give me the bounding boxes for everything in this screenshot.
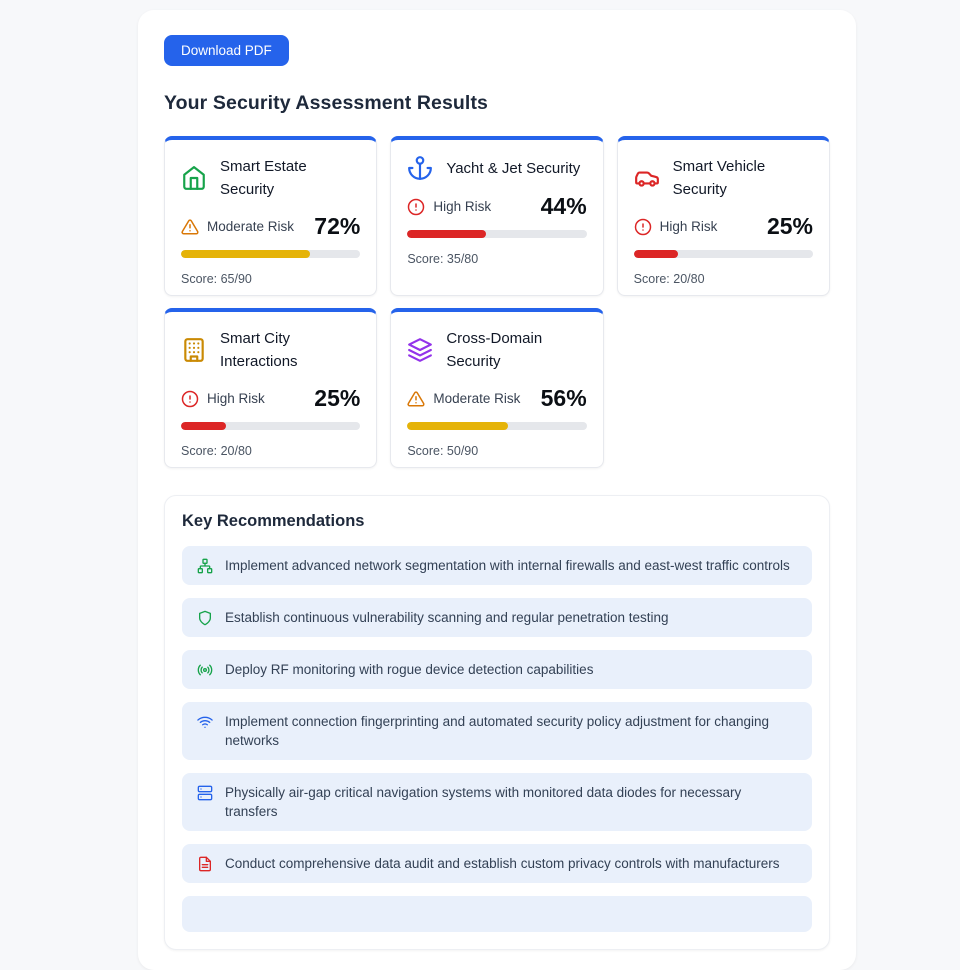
alert-circle-icon [634,218,652,236]
list-item: Conduct comprehensive data audit and est… [182,844,812,883]
list-item: Implement connection fingerprinting and … [182,702,812,760]
risk-label: Moderate Risk [207,219,295,234]
shield-icon [197,610,213,626]
assessment-card-grid: Smart Estate Security Moderate Risk 72% … [164,136,830,468]
card-title: Smart Estate Security [220,158,307,198]
network-icon [197,558,213,574]
assessment-card-smart-estate: Smart Estate Security Moderate Risk 72% … [164,136,378,296]
progress-bar-fill [407,230,487,238]
recommendation-text: Physically air-gap critical navigation s… [225,785,742,819]
risk-percentage: 56% [540,385,587,411]
progress-bar-fill [181,250,311,258]
recommendation-text: Deploy RF monitoring with rogue device d… [225,662,594,677]
list-item: Deploy RF monitoring with rogue device d… [182,650,812,689]
progress-bar [633,250,813,258]
list-item: Physically air-gap critical navigation s… [182,773,812,831]
assessment-card-cross-domain: Cross-Domain Security Moderate Risk 56% … [390,308,604,468]
card-title: Cross-Domain Security [446,330,543,370]
progress-bar [407,230,587,238]
car-icon [634,165,660,191]
recommendations-list: Implement advanced network segmentation … [182,546,812,932]
alert-circle-icon [181,390,199,408]
progress-bar-fill [181,422,226,430]
risk-percentage: 25% [766,213,813,239]
alert-triangle-icon [407,390,425,408]
radio-icon [197,662,213,678]
list-item-partially-visible [182,896,812,932]
score-label: Score: 50/90 [407,444,479,458]
list-item: Establish continuous vulnerability scann… [182,598,812,637]
card-title: Smart Vehicle Security [672,158,766,198]
risk-percentage: 72% [314,213,361,239]
layers-icon [407,337,433,363]
score-label: Score: 65/90 [181,272,252,286]
results-panel: Download PDF Your Security Assessment Re… [138,10,856,970]
progress-bar [181,250,361,258]
risk-label: High Risk [433,199,492,214]
score-label: Score: 35/80 [407,252,479,266]
anchor-icon [407,155,433,181]
file-text-icon [197,856,213,872]
building-icon [181,337,207,363]
recommendations-panel: Key Recommendations Implement advanced n… [164,495,830,950]
recommendation-text: Conduct comprehensive data audit and est… [225,856,780,871]
wifi-icon [197,714,213,730]
home-icon [181,165,207,191]
assessment-card-yacht-jet: Yacht & Jet Security High Risk 44% Score… [390,136,604,296]
risk-percentage: 44% [540,193,587,219]
recommendation-text: Implement advanced network segmentation … [225,558,790,573]
assessment-card-smart-city: Smart City Interactions High Risk 25% Sc… [164,308,378,468]
recommendations-title: Key Recommendations [182,512,365,530]
page-title: Your Security Assessment Results [164,92,488,114]
score-label: Score: 20/80 [633,272,705,286]
recommendation-text: Implement connection fingerprinting and … [225,714,770,748]
recommendation-text: Establish continuous vulnerability scann… [225,610,669,625]
list-item: Implement advanced network segmentation … [182,546,812,585]
progress-bar-fill [633,250,679,258]
server-icon [197,785,213,801]
card-title: Yacht & Jet Security [446,159,581,177]
progress-bar [407,422,587,430]
alert-circle-icon [407,198,425,216]
progress-bar [181,422,361,430]
score-label: Score: 20/80 [181,444,252,458]
download-pdf-button[interactable]: Download PDF [164,35,289,66]
card-title: Smart City Interactions [220,330,298,370]
risk-label: High Risk [207,391,265,406]
assessment-card-smart-vehicle: Smart Vehicle Security High Risk 25% Sco… [616,136,830,296]
risk-label: Moderate Risk [433,391,521,406]
risk-label: High Risk [659,219,718,234]
progress-bar-fill [407,422,508,430]
alert-triangle-icon [181,218,199,236]
risk-percentage: 25% [314,385,361,411]
